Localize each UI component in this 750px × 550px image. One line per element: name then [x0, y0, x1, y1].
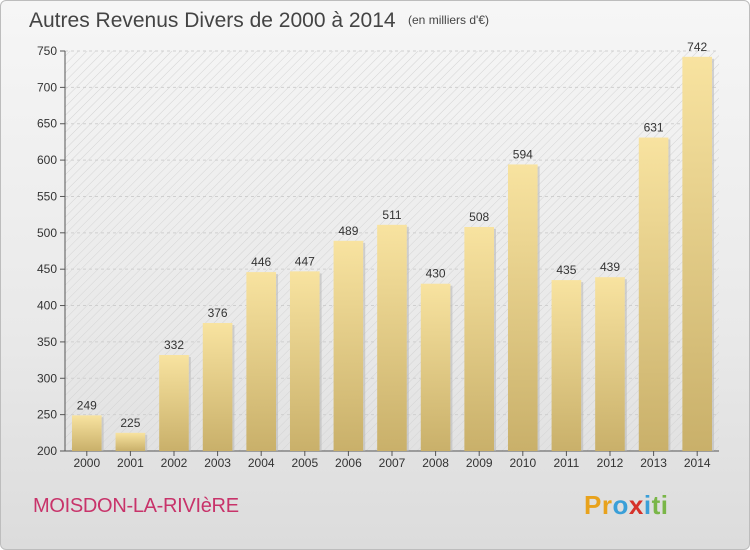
y-tick-label: 250	[37, 408, 57, 422]
data-label: 430	[426, 267, 446, 281]
x-tick-label: 2011	[553, 456, 579, 470]
bar-shadow	[624, 279, 627, 451]
bar	[115, 432, 146, 451]
data-label: 511	[382, 208, 401, 222]
y-tick-label: 450	[37, 262, 57, 276]
data-label: 742	[687, 40, 707, 54]
bar	[289, 271, 320, 451]
bar	[595, 277, 625, 451]
logo-letter: r	[601, 490, 613, 520]
bar	[159, 355, 189, 451]
y-tick-label: 750	[37, 44, 57, 58]
x-tick-label: 2010	[509, 456, 536, 470]
bar	[638, 137, 669, 451]
title-text: Autres Revenus Divers de 2000 à 2014	[29, 9, 396, 32]
bar-shadow	[494, 229, 497, 451]
bar	[246, 272, 277, 451]
data-label: 446	[251, 255, 271, 269]
x-tick-label: 2013	[640, 456, 667, 470]
y-tick-label: 350	[37, 335, 57, 349]
y-tick-label: 700	[37, 80, 57, 94]
bar-shadow	[101, 417, 104, 451]
bar-shadow	[232, 325, 235, 451]
x-tick-label: 2005	[291, 456, 318, 470]
x-tick-label: 2014	[684, 456, 711, 470]
bar-shadow	[712, 58, 715, 452]
bar-shadow	[363, 242, 366, 451]
bar-shadow	[319, 273, 322, 451]
y-tick-label: 600	[37, 153, 57, 167]
y-tick-label: 400	[37, 299, 57, 313]
logo-letter: P	[584, 490, 602, 520]
bar-shadow	[188, 357, 191, 451]
y-tick-label: 500	[37, 226, 57, 240]
x-tick-label: 2006	[335, 456, 362, 470]
bar	[71, 415, 102, 451]
x-tick-label: 2008	[422, 456, 449, 470]
logo-letter: t	[651, 490, 661, 520]
commune-name: MOISDON-LA-RIVIèRE	[33, 495, 239, 517]
bar	[551, 280, 582, 451]
y-tick-label: 200	[37, 444, 57, 458]
proxiti-logo: Proxiti	[584, 490, 668, 521]
y-tick-label: 550	[37, 189, 57, 203]
bar-shadow	[537, 166, 540, 452]
bar-shadow	[145, 434, 148, 451]
bar	[333, 240, 364, 451]
x-tick-label: 2009	[466, 456, 493, 470]
data-label: 631	[644, 121, 664, 135]
chart-title: Autres Revenus Divers de 2000 à 2014 (en…	[29, 9, 489, 33]
data-label: 447	[295, 254, 315, 268]
logo-letter: i	[643, 490, 652, 520]
x-tick-label: 2007	[379, 456, 406, 470]
x-tick-label: 2004	[248, 456, 275, 470]
data-label: 594	[513, 147, 533, 161]
data-label: 249	[77, 398, 97, 412]
x-tick-label: 2012	[597, 456, 624, 470]
bar-shadow	[668, 139, 671, 451]
bar	[507, 164, 538, 452]
data-label: 489	[338, 224, 358, 238]
x-tick-label: 2000	[73, 456, 100, 470]
x-tick-label: 2001	[117, 456, 144, 470]
bar-shadow	[406, 226, 409, 451]
bar-shadow	[581, 282, 584, 451]
data-label: 508	[469, 210, 489, 224]
data-label: 439	[600, 260, 620, 274]
logo-letter: o	[612, 490, 629, 520]
bar-shadow	[450, 285, 453, 451]
y-tick-label: 650	[37, 117, 57, 131]
data-label: 332	[164, 338, 184, 352]
bar	[377, 224, 407, 451]
x-tick-label: 2002	[161, 456, 188, 470]
bar-shadow	[276, 274, 279, 451]
logo-letter: i	[660, 490, 669, 520]
bar	[682, 56, 713, 452]
subtitle-text: (en milliers d'€)	[408, 13, 489, 27]
y-tick-label: 300	[37, 371, 57, 385]
logo-letter: x	[628, 490, 644, 520]
bar	[202, 323, 233, 451]
data-label: 225	[120, 416, 140, 430]
data-label: 376	[208, 306, 228, 320]
bar	[420, 283, 451, 451]
data-label: 435	[556, 263, 576, 277]
bar	[464, 227, 495, 451]
x-tick-label: 2003	[204, 456, 231, 470]
